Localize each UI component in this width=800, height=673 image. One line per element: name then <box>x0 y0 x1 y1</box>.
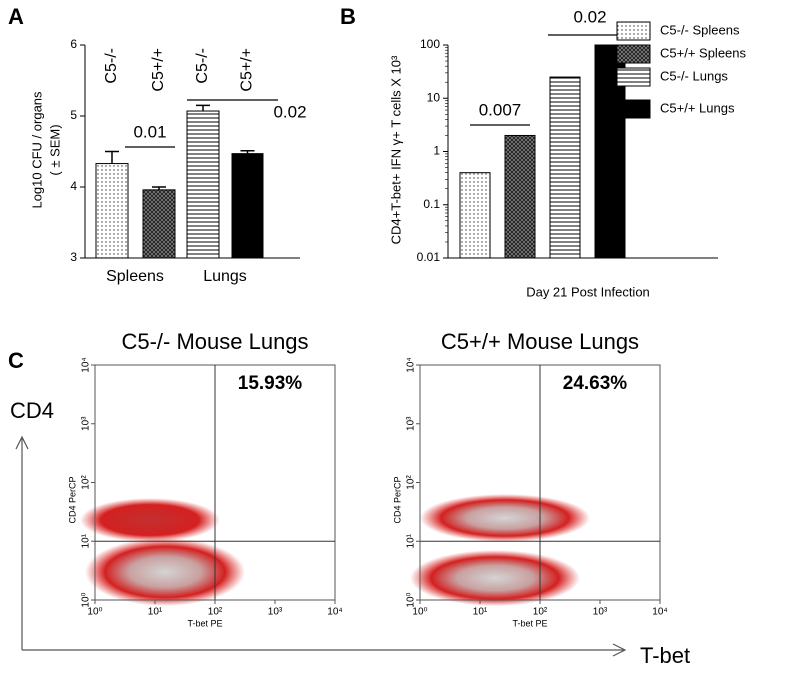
bar <box>459 172 491 259</box>
error-bar <box>152 186 166 190</box>
y-axis-label: Log10 CFU / organs <box>29 91 44 209</box>
x-axis-label: T-bet PE <box>512 618 547 628</box>
x-axis-label: T-bet PE <box>187 618 222 628</box>
x-tick-label: 10¹ <box>473 607 488 618</box>
x-axis-label: Day 21 Post Infection <box>526 284 650 299</box>
y-tick-label: 10² <box>406 475 417 490</box>
category-label: C5+/+ <box>150 48 167 92</box>
legend-swatch <box>616 44 651 64</box>
panel-label: B <box>340 4 356 29</box>
x-tick-label: 10⁰ <box>412 607 427 618</box>
y-axis-label: CD4+T-bet+ IFN γ+ T cells X 10³ <box>388 55 403 244</box>
p-value: 0.007 <box>479 100 522 119</box>
bar <box>186 110 220 259</box>
legend-swatch <box>616 21 651 41</box>
y-tick-label: 10³ <box>81 416 92 431</box>
panel-label: C <box>8 348 24 373</box>
legend-label: C5+/+ Spleens <box>660 45 747 60</box>
quadrant-percent: 24.63% <box>563 373 628 394</box>
density-clouds <box>80 494 590 606</box>
legend-swatch <box>616 67 651 87</box>
group-label: Lungs <box>203 268 247 285</box>
y-tick-label: 5 <box>70 108 77 122</box>
legend-label: C5+/+ Lungs <box>660 100 735 115</box>
bar <box>142 189 176 259</box>
x-tick-label: 10² <box>208 607 223 618</box>
bar <box>504 134 536 259</box>
x-tick-label: 10⁴ <box>652 607 667 618</box>
plot-title: C5-/- Mouse Lungs <box>121 329 308 354</box>
x-tick-label: 10⁴ <box>327 607 342 618</box>
error-bar <box>105 150 119 164</box>
quadrant-percent: 15.93% <box>238 373 303 394</box>
y-tick-label: 0.1 <box>423 197 440 211</box>
p-value: 0.02 <box>273 102 306 121</box>
y-tick-label: 10¹ <box>81 533 92 548</box>
group-label: Spleens <box>106 268 164 285</box>
axis-arrows <box>15 435 627 657</box>
legend-label: C5-/- Lungs <box>660 68 728 83</box>
y-tick-label: 10² <box>81 475 92 490</box>
x-tick-label: 10¹ <box>148 607 163 618</box>
y-tick-label: 10⁰ <box>81 592 92 607</box>
x-tick-label: 10³ <box>593 607 608 618</box>
arrow-label: T-bet <box>640 643 690 668</box>
x-tick-label: 10² <box>533 607 548 618</box>
y-tick-label: 10 <box>427 90 441 104</box>
bar <box>231 153 264 259</box>
y-tick-label: 0.01 <box>417 250 441 264</box>
panel-label: A <box>8 4 24 29</box>
category-label: C5-/- <box>103 48 120 84</box>
legend-swatch <box>616 99 651 119</box>
y-tick-label: 3 <box>70 250 77 264</box>
y-tick-label: 4 <box>70 179 77 193</box>
bar <box>95 163 129 259</box>
y-axis-label: ( ± SEM) <box>47 124 62 175</box>
y-tick-label: 100 <box>420 37 440 51</box>
y-tick-label: 1 <box>433 144 440 158</box>
y-tick-label: 10⁰ <box>406 592 417 607</box>
legend-label: C5-/- Spleens <box>660 22 740 37</box>
category-label: C5-/- <box>194 48 211 84</box>
arrow-label: CD4 <box>10 398 54 423</box>
x-tick-label: 10³ <box>268 607 283 618</box>
category-label: C5+/+ <box>239 48 256 92</box>
p-value: 0.02 <box>573 7 606 26</box>
y-axis-label: CD4 PerCP <box>67 476 77 523</box>
error-bar <box>196 104 210 112</box>
y-tick-label: 10⁴ <box>406 357 417 372</box>
bar <box>549 76 581 259</box>
plot-title: C5+/+ Mouse Lungs <box>441 329 639 354</box>
y-tick-label: 10⁴ <box>81 357 92 372</box>
error-bar <box>240 150 255 154</box>
y-tick-label: 10³ <box>406 416 417 431</box>
y-tick-label: 10¹ <box>406 533 417 548</box>
y-tick-label: 6 <box>70 37 77 51</box>
p-value: 0.01 <box>133 122 166 141</box>
y-axis-label: CD4 PerCP <box>392 476 402 523</box>
x-tick-label: 10⁰ <box>87 607 102 618</box>
